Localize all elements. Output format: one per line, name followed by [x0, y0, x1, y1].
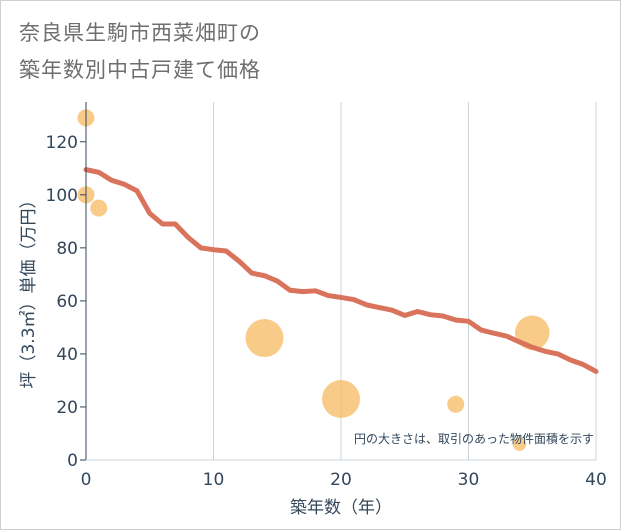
y-tick-label-40: 40: [56, 345, 78, 365]
axes: 0 20 40 60 80 100 120 0 10 20 30 40: [46, 102, 607, 490]
y-tick-label-60: 60: [56, 292, 78, 312]
y-axis-label: 坪（3.3㎡）単価（万円）: [19, 191, 39, 388]
bubble-point-4: [245, 319, 284, 358]
x-tick-label-10: 10: [203, 470, 225, 490]
x-tick-label-40: 40: [585, 470, 607, 490]
trend-series: [83, 167, 599, 374]
y-tick-label-20: 20: [56, 398, 78, 418]
y-tick-label-100: 100: [46, 186, 78, 206]
y-tick-label-0: 0: [67, 451, 78, 471]
x-tick-label-30: 30: [458, 470, 480, 490]
trend-line: [83, 167, 599, 374]
bubble-point-6: [447, 395, 465, 413]
x-tick-label-20: 20: [330, 470, 352, 490]
chart-title-line-1: 奈良県生駒市西菜畑町の: [19, 21, 261, 45]
y-tick-label-80: 80: [56, 239, 78, 259]
chart-title: 奈良県生駒市西菜畑町の 築年数別中古戸建て価格: [19, 15, 599, 89]
bubble-point-3: [90, 199, 108, 217]
bubble-series: [77, 109, 550, 451]
bubble-point-5: [322, 380, 360, 419]
y-tick-label-120: 120: [46, 133, 78, 153]
chart-title-line-2: 築年数別中古戸建て価格: [19, 58, 261, 82]
x-axis-label: 築年数（年）: [290, 498, 392, 518]
bubble-point-7: [512, 437, 527, 451]
bubble-size-note: 円の大きさは、取引のあった物件面積を示す: [354, 431, 594, 446]
x-tick-label-0: 0: [81, 470, 92, 490]
